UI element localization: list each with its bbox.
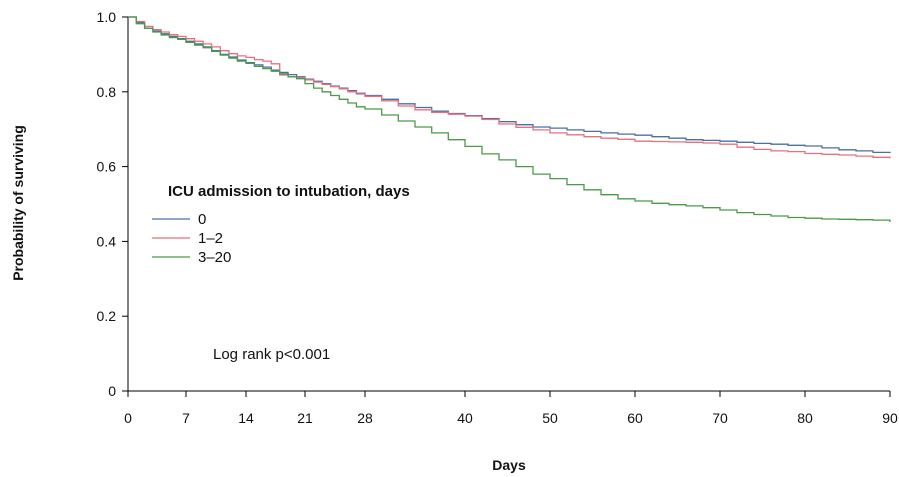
x-tick-label: 21: [297, 410, 313, 426]
series-line-1: [128, 16, 891, 159]
legend: ICU admission to intubation, days 0 1–2 3–…: [152, 183, 410, 266]
series-line-0: [128, 16, 891, 154]
series-layer: [128, 16, 891, 222]
x-tick-label: 40: [457, 410, 473, 426]
series-line-2: [128, 16, 891, 222]
x-tick-label: 50: [542, 410, 558, 426]
y-tick-label: 1.0: [97, 9, 117, 25]
x-tick-label: 28: [357, 410, 373, 426]
y-axis-title: Probability of surviving: [10, 125, 26, 281]
y-tick-label: 0.2: [97, 308, 117, 324]
y-tick-label: 0.8: [97, 84, 117, 100]
y-tick-label: 0: [108, 383, 116, 399]
legend-label-0: 0: [198, 211, 206, 228]
x-tick-label: 14: [238, 410, 254, 426]
x-axis-title: Days: [492, 457, 526, 473]
x-tick-label: 7: [182, 410, 190, 426]
x-tick-label: 0: [124, 410, 132, 426]
legend-title: ICU admission to intubation, days: [168, 183, 410, 200]
x-tick-label: 60: [627, 410, 643, 426]
x-tick-label: 90: [882, 410, 898, 426]
y-tick-label: 0.6: [97, 159, 117, 175]
x-tick-label: 80: [797, 410, 813, 426]
log-rank-annotation: Log rank p<0.001: [213, 346, 330, 363]
axes: 0 0.2 0.4 0.6 0.8 1.0 0 7 14 21 28 40 50 60 70 80 90: [97, 9, 898, 426]
legend-label-1: 1–2: [198, 230, 223, 247]
legend-label-2: 3–20: [198, 249, 231, 266]
y-tick-label: 0.4: [97, 233, 117, 249]
x-tick-label: 70: [712, 410, 728, 426]
